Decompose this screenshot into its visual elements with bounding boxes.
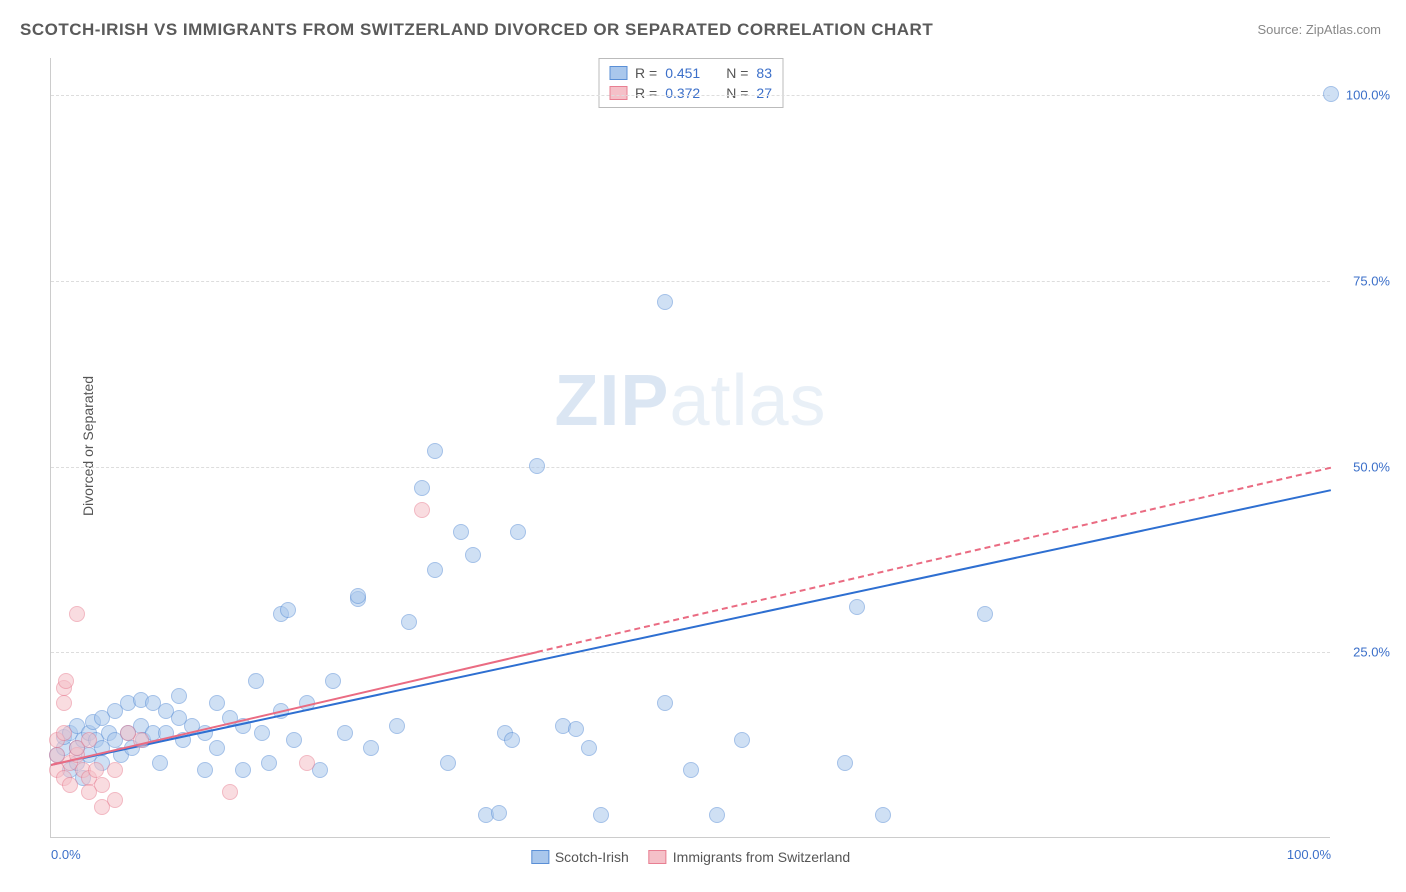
chart-title: SCOTCH-IRISH VS IMMIGRANTS FROM SWITZERL… bbox=[20, 20, 933, 40]
watermark: ZIPatlas bbox=[554, 360, 826, 442]
data-point bbox=[197, 762, 213, 778]
data-point bbox=[235, 762, 251, 778]
x-tick-label: 0.0% bbox=[51, 847, 81, 862]
data-point bbox=[261, 755, 277, 771]
data-point bbox=[350, 588, 366, 604]
legend-swatch bbox=[609, 66, 627, 80]
legend-item: Scotch-Irish bbox=[531, 849, 629, 865]
data-point bbox=[510, 524, 526, 540]
data-point bbox=[62, 777, 78, 793]
data-point bbox=[657, 695, 673, 711]
stats-row: R = 0.451 N = 83 bbox=[609, 63, 772, 83]
data-point bbox=[414, 480, 430, 496]
data-point bbox=[171, 688, 187, 704]
trend-line bbox=[51, 489, 1331, 766]
gridline bbox=[51, 652, 1330, 653]
n-value: 27 bbox=[756, 85, 772, 101]
data-point bbox=[389, 718, 405, 734]
data-point bbox=[299, 755, 315, 771]
source-label: Source: ZipAtlas.com bbox=[1257, 22, 1381, 37]
data-point bbox=[529, 458, 545, 474]
stats-legend: R = 0.451 N = 83 R = 0.372 N = 27 bbox=[598, 58, 783, 108]
y-tick-label: 25.0% bbox=[1353, 645, 1390, 660]
data-point bbox=[875, 807, 891, 823]
data-point bbox=[427, 562, 443, 578]
data-point bbox=[337, 725, 353, 741]
data-point bbox=[465, 547, 481, 563]
data-point bbox=[977, 606, 993, 622]
data-point bbox=[107, 792, 123, 808]
data-point bbox=[56, 725, 72, 741]
y-tick-label: 50.0% bbox=[1353, 459, 1390, 474]
legend-item: Immigrants from Switzerland bbox=[649, 849, 850, 865]
n-label: N = bbox=[726, 85, 748, 101]
scatter-plot: ZIPatlas R =0.451N =83R =0.372N =27 Scot… bbox=[50, 58, 1330, 838]
data-point bbox=[440, 755, 456, 771]
data-point bbox=[709, 807, 725, 823]
trend-line bbox=[537, 467, 1331, 653]
data-point bbox=[94, 777, 110, 793]
data-point bbox=[734, 732, 750, 748]
y-tick-label: 100.0% bbox=[1346, 88, 1390, 103]
legend-swatch bbox=[649, 850, 667, 864]
gridline bbox=[51, 95, 1330, 96]
data-point bbox=[427, 443, 443, 459]
data-point bbox=[58, 673, 74, 689]
data-point bbox=[504, 732, 520, 748]
data-point bbox=[849, 599, 865, 615]
legend-swatch bbox=[609, 86, 627, 100]
data-point bbox=[401, 614, 417, 630]
stats-row: R = 0.372 N = 27 bbox=[609, 83, 772, 103]
r-value: 0.372 bbox=[665, 85, 700, 101]
x-tick-label: 100.0% bbox=[1287, 847, 1331, 862]
data-point bbox=[88, 762, 104, 778]
data-point bbox=[56, 695, 72, 711]
series-legend: Scotch-Irish Immigrants from Switzerland bbox=[531, 849, 850, 865]
data-point bbox=[152, 755, 168, 771]
data-point bbox=[657, 294, 673, 310]
data-point bbox=[593, 807, 609, 823]
n-value: 83 bbox=[756, 65, 772, 81]
legend-label: Scotch-Irish bbox=[555, 849, 629, 865]
r-label: R = bbox=[635, 65, 657, 81]
data-point bbox=[222, 784, 238, 800]
data-point bbox=[683, 762, 699, 778]
data-point bbox=[581, 740, 597, 756]
data-point bbox=[568, 721, 584, 737]
data-point bbox=[69, 606, 85, 622]
legend-label: Immigrants from Switzerland bbox=[673, 849, 850, 865]
data-point bbox=[81, 732, 97, 748]
r-value: 0.451 bbox=[665, 65, 700, 81]
data-point bbox=[363, 740, 379, 756]
data-point bbox=[453, 524, 469, 540]
data-point bbox=[107, 762, 123, 778]
data-point bbox=[280, 602, 296, 618]
data-point bbox=[491, 805, 507, 821]
data-point bbox=[209, 740, 225, 756]
data-point bbox=[286, 732, 302, 748]
n-label: N = bbox=[726, 65, 748, 81]
legend-swatch bbox=[531, 850, 549, 864]
data-point bbox=[325, 673, 341, 689]
data-point bbox=[254, 725, 270, 741]
data-point bbox=[209, 695, 225, 711]
y-tick-label: 75.0% bbox=[1353, 273, 1390, 288]
data-point bbox=[1323, 86, 1339, 102]
r-label: R = bbox=[635, 85, 657, 101]
data-point bbox=[248, 673, 264, 689]
data-point bbox=[414, 502, 430, 518]
gridline bbox=[51, 467, 1330, 468]
gridline bbox=[51, 281, 1330, 282]
data-point bbox=[837, 755, 853, 771]
